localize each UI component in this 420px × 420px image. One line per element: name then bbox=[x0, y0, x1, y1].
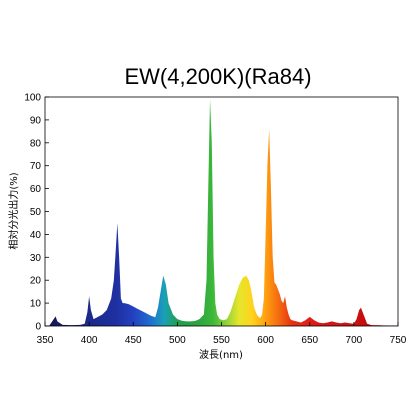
x-axis-label: 波長(nm) bbox=[199, 348, 243, 361]
x-tick-label: 500 bbox=[169, 335, 186, 346]
y-tick-label: 10 bbox=[30, 299, 42, 310]
spectrum-fill bbox=[45, 99, 398, 326]
y-tick-label: 30 bbox=[30, 253, 42, 264]
spectrum-area bbox=[45, 99, 398, 326]
x-axis: 350 400 450 500 550 600 650 700 750 bbox=[37, 322, 407, 346]
y-axis: 0 10 20 30 40 50 60 70 80 90 100 bbox=[24, 93, 49, 333]
y-tick-label: 100 bbox=[24, 93, 41, 104]
y-tick-label: 50 bbox=[30, 207, 42, 218]
x-tick-label: 600 bbox=[257, 335, 274, 346]
y-tick-label: 20 bbox=[30, 276, 42, 287]
x-tick-label: 700 bbox=[346, 335, 363, 346]
x-tick-label: 350 bbox=[37, 335, 54, 346]
x-tick-label: 550 bbox=[213, 335, 230, 346]
y-axis-label: 相対分光出力(%) bbox=[7, 172, 20, 249]
x-tick-label: 400 bbox=[81, 335, 98, 346]
y-tick-label: 60 bbox=[30, 184, 42, 195]
y-tick-label: 0 bbox=[35, 322, 41, 333]
chart-title: EW(4,200K)(Ra84) bbox=[124, 64, 311, 89]
y-tick-label: 90 bbox=[30, 115, 42, 126]
plot-frame bbox=[44, 96, 399, 327]
x-tick-label: 450 bbox=[125, 335, 142, 346]
y-tick-label: 80 bbox=[30, 138, 42, 149]
x-tick-label: 750 bbox=[390, 335, 407, 346]
x-tick-label: 650 bbox=[301, 335, 318, 346]
y-tick-label: 40 bbox=[30, 230, 42, 241]
y-tick-label: 70 bbox=[30, 161, 42, 172]
